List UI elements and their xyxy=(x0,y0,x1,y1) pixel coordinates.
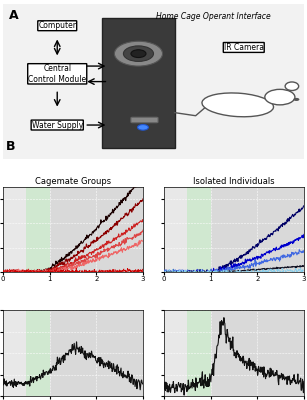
Bar xyxy=(187,186,211,272)
Title: Isolated Individuals: Isolated Individuals xyxy=(193,177,275,186)
Text: Central
Control Module: Central Control Module xyxy=(28,64,86,84)
FancyBboxPatch shape xyxy=(3,4,304,159)
Bar xyxy=(50,310,143,396)
Title: Cagemate Groups: Cagemate Groups xyxy=(35,177,111,186)
Ellipse shape xyxy=(202,93,274,117)
Bar xyxy=(211,186,304,272)
Circle shape xyxy=(115,41,162,66)
Bar xyxy=(211,310,304,396)
Bar xyxy=(26,186,50,272)
Bar xyxy=(187,310,211,396)
Bar xyxy=(26,310,50,396)
Text: Home Cage Operant Interface: Home Cage Operant Interface xyxy=(156,12,271,21)
FancyBboxPatch shape xyxy=(102,18,175,148)
Text: IR Camera: IR Camera xyxy=(224,43,264,52)
Text: B: B xyxy=(6,140,16,153)
Bar xyxy=(50,186,143,272)
Ellipse shape xyxy=(265,89,295,105)
Circle shape xyxy=(123,46,154,62)
Text: Water Supply: Water Supply xyxy=(32,120,83,130)
FancyBboxPatch shape xyxy=(131,117,158,123)
Text: Computer: Computer xyxy=(38,21,76,30)
Circle shape xyxy=(131,50,146,58)
Circle shape xyxy=(293,98,299,101)
Ellipse shape xyxy=(285,82,299,90)
Circle shape xyxy=(138,124,148,130)
Text: A: A xyxy=(9,9,19,22)
